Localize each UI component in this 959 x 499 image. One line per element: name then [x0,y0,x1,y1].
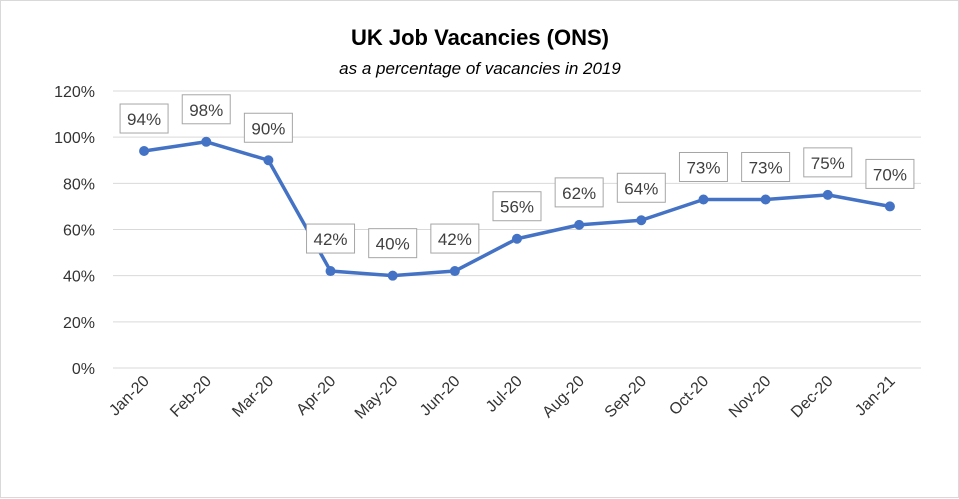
x-tick-label: Aug-20 [539,373,588,422]
data-label: 73% [741,151,791,182]
data-label-text: 42% [314,230,348,249]
data-label: 98% [181,94,231,125]
data-point [449,266,460,277]
data-label-text: 40% [376,235,410,254]
data-label-text: 75% [811,154,845,173]
data-point [822,189,833,200]
data-labels: 94% 98% 90% 42% 40% 42% 56% 62% 64% 73% 73% 75% 70% [119,94,915,259]
data-label-box [181,94,231,125]
data-label-box [243,112,293,143]
x-tick-label: May-20 [352,373,402,423]
data-point [574,219,585,230]
y-tick-label: 100% [54,130,95,147]
data-label: 56% [492,191,542,222]
data-point [387,270,398,281]
gridlines [113,90,921,369]
data-label-text: 70% [873,165,907,184]
data-point [325,266,336,277]
data-label-box [430,223,480,254]
data-label-box [616,172,666,203]
data-point [201,136,212,147]
data-label-text: 56% [500,198,534,217]
data-label: 64% [616,172,666,203]
data-point [139,146,150,157]
data-label-text: 90% [251,119,285,138]
data-point [698,194,709,205]
data-point [884,201,895,212]
x-tick-label: Sep-20 [602,373,651,422]
chart-subtitle: as a percentage of vacancies in 2019 [339,59,621,78]
x-tick-label: Feb-20 [167,373,215,421]
y-tick-label: 40% [63,269,95,286]
data-label-box [119,103,169,134]
x-tick-label: Mar-20 [229,373,277,421]
y-tick-label: 120% [54,84,95,101]
data-point [760,194,771,205]
series-vacancies [139,136,895,281]
chart-title: UK Job Vacancies (ONS) [351,25,609,50]
data-label-text: 94% [127,110,161,129]
data-label: 62% [554,177,604,208]
data-label-text: 64% [624,179,658,198]
data-label-box [306,223,356,254]
data-label: 40% [368,228,418,259]
data-label-box [554,177,604,208]
data-label-text: 73% [749,158,783,177]
data-label: 42% [430,223,480,254]
x-tick-label: Jun-20 [417,373,464,420]
data-label-text: 98% [189,101,223,120]
data-label-box [368,228,418,259]
data-label-text: 73% [686,158,720,177]
x-tick-label: Oct-20 [666,373,712,419]
x-tick-label: Jul-20 [483,373,526,416]
x-tick-label: Apr-20 [293,373,339,419]
data-point [263,155,274,166]
data-label: 42% [306,223,356,254]
y-tick-label: 20% [63,315,95,332]
data-label-box [865,158,915,189]
data-point [512,233,522,244]
data-label-text: 62% [562,184,596,203]
x-axis-ticks: Jan-20 Feb-20 Mar-20 Apr-20 May-20 Jun-20 Jul-… [106,373,899,423]
x-tick-label: Jan-21 [852,373,899,420]
data-label-box [678,151,728,182]
x-tick-label: Dec-20 [788,373,837,422]
data-label: 73% [678,151,728,182]
data-label-box [803,147,853,178]
data-point [636,215,647,226]
x-tick-label: Nov-20 [726,373,775,422]
y-tick-label: 0% [72,361,95,378]
data-label: 70% [865,158,915,189]
y-tick-label: 80% [63,176,95,193]
data-label-box [492,191,542,222]
y-axis-ticks: 0% 20% 40% 60% 80% 100% 120% [54,84,95,378]
data-label-text: 42% [438,230,472,249]
data-label-box [741,151,791,182]
x-tick-label: Jan-20 [106,373,153,420]
data-label: 94% [119,103,169,134]
y-tick-label: 60% [63,223,95,240]
data-label: 90% [243,112,293,143]
data-label: 75% [803,147,853,178]
